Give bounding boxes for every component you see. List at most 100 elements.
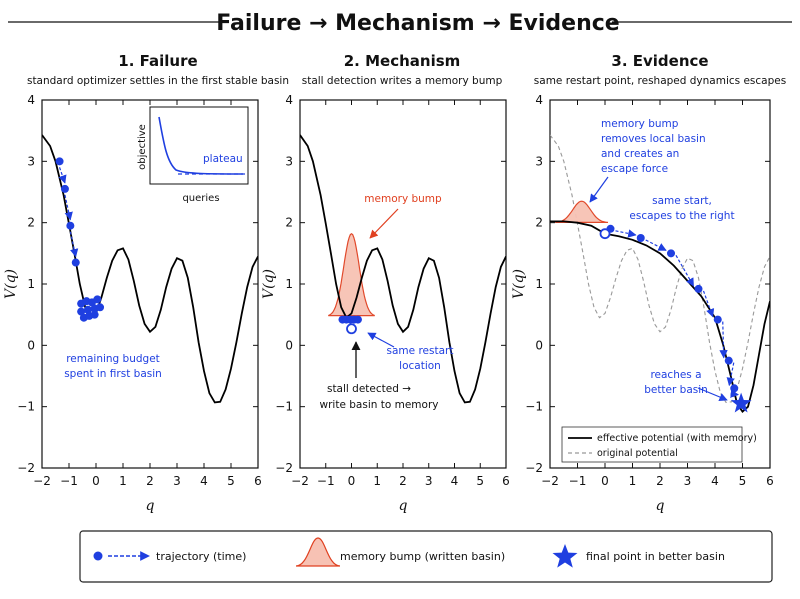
stall-point	[353, 315, 362, 324]
panel-title: 2. Mechanism	[344, 52, 461, 70]
trajectory-point	[71, 258, 80, 267]
trajectory-arrow	[69, 231, 79, 258]
y-tick-label: 1	[535, 277, 543, 291]
better-annotation-arrow	[697, 387, 728, 401]
y-tick-label: 3	[27, 154, 35, 168]
trajectory-arrow	[675, 255, 695, 287]
x-tick-label: 3	[173, 474, 181, 488]
figure-legend-frame	[79, 530, 773, 583]
y-tick-label: −2	[275, 461, 293, 475]
y-tick-label: 2	[27, 216, 35, 230]
star-icon	[552, 544, 578, 568]
restart-annotation-line2: location	[399, 360, 441, 372]
x-tick-label: −1	[569, 474, 587, 488]
y-axis-label: V(q)	[261, 269, 277, 299]
memory-bump	[555, 200, 609, 223]
y-tick-label: −1	[275, 400, 293, 414]
memory-bump-arrow	[369, 208, 399, 239]
x-tick-label: −2	[541, 474, 559, 488]
bump-annotation-line3: and creates an	[601, 148, 679, 160]
plot-frame	[299, 99, 507, 469]
x-tick-label: 2	[656, 474, 664, 488]
x-tick-label: 5	[476, 474, 484, 488]
axes: −2 −1 0 1 2 3 4 5 6 −2 −1 0 1 2 3 4 q V(q)	[261, 93, 510, 514]
y-tick-label: −1	[525, 400, 543, 414]
y-tick-label: 4	[535, 93, 543, 107]
x-tick-label: −2	[33, 474, 51, 488]
x-tick-label: 6	[766, 474, 774, 488]
y-tick-label: −2	[17, 461, 35, 475]
x-tick-label: −1	[317, 474, 335, 488]
trajectory-arrow	[645, 239, 667, 251]
plot-area	[300, 134, 506, 404]
y-tick-label: 3	[535, 154, 543, 168]
cluster-point	[96, 303, 105, 312]
x-axis-label: q	[656, 498, 665, 514]
trajectory-arrow	[64, 194, 73, 221]
x-tick-label: 1	[373, 474, 381, 488]
memory-bump	[328, 232, 375, 317]
figure-legend: trajectory (time) memory bump (written b…	[79, 530, 773, 583]
panel-subtitle: standard optimizer settles in the first …	[27, 75, 289, 87]
legend-label-final-point: final point in better basin	[586, 550, 725, 563]
trajectory-point	[667, 249, 675, 258]
trajectory-point	[730, 384, 739, 393]
figure-title: Failure → Mechanism → Evidence	[216, 11, 619, 36]
inset-plateau-label: plateau	[203, 153, 243, 165]
memory-bump-label: memory bump	[364, 193, 442, 205]
trajectory-point	[724, 356, 733, 365]
y-tick-label: 0	[27, 338, 35, 352]
budget-annotation-line1: remaining budget	[66, 353, 160, 365]
plot-content	[550, 134, 770, 413]
y-tick-label: 0	[535, 338, 543, 352]
panel-title: 1. Failure	[118, 52, 197, 70]
annotations: memory bump removes local basin and crea…	[561, 118, 757, 463]
x-tick-label: 6	[502, 474, 510, 488]
y-tick-label: 4	[27, 93, 35, 107]
trajectory-point	[636, 234, 645, 242]
y-axis-label: V(q)	[511, 269, 527, 299]
inset-ylabel: objective	[137, 124, 148, 170]
panel-evidence: 3. Evidence same restart point, reshaped…	[511, 52, 786, 514]
y-tick-label: 4	[285, 93, 293, 107]
x-tick-label: 4	[711, 474, 719, 488]
cluster-point	[83, 305, 92, 314]
legend-dot	[93, 551, 103, 561]
plot-area	[550, 134, 770, 413]
panel-legend-frame	[561, 426, 743, 463]
x-tick-label: 6	[254, 474, 262, 488]
x-axis-label: q	[146, 498, 155, 514]
cluster-point	[93, 295, 102, 304]
panel-subtitle: stall detection writes a memory bump	[302, 75, 503, 87]
stall-annotation-line2: write basin to memory	[320, 399, 439, 411]
inset-xlabel: queries	[182, 193, 219, 204]
inset-frame	[149, 106, 249, 185]
y-tick-label: 2	[285, 216, 293, 230]
restart-point	[599, 228, 611, 240]
x-tick-label: 2	[399, 474, 407, 488]
axes: −2 −1 0 1 2 3 4 5 6 −2 −1 0 1 2 3 4 q V(q)	[511, 93, 774, 514]
x-tick-label: 0	[348, 474, 356, 488]
panel-mechanism: 2. Mechanism stall detection writes a me…	[261, 52, 510, 514]
trajectory-arrow	[719, 321, 728, 359]
start-annotation-line2: escapes to the right	[629, 210, 734, 222]
x-tick-label: −2	[291, 474, 309, 488]
trajectory-arrow	[726, 362, 735, 387]
restart-point	[346, 323, 357, 335]
y-tick-label: 3	[285, 154, 293, 168]
trajectory-point	[694, 284, 703, 293]
start-annotation-line1: same start,	[652, 195, 712, 207]
bump-annotation-arrow	[589, 176, 609, 203]
restart-arrow	[367, 332, 395, 348]
panel-title: 3. Evidence	[611, 52, 708, 70]
original-potential-curve	[550, 134, 770, 403]
bump-annotation-line2: removes local basin	[601, 133, 706, 145]
x-tick-label: 5	[739, 474, 747, 488]
x-tick-label: 3	[684, 474, 692, 488]
bump-annotation-line4: escape force	[601, 163, 668, 175]
x-tick-label: 0	[601, 474, 609, 488]
legend-label-original: original potential	[597, 448, 678, 459]
y-tick-label: 2	[535, 216, 543, 230]
y-tick-label: 0	[285, 338, 293, 352]
